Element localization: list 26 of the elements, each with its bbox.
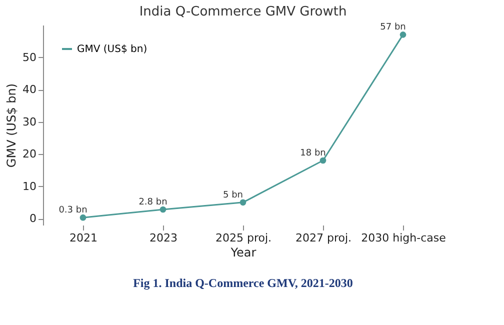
x-tick-label: 2025 proj.	[215, 232, 272, 244]
data-label: 57 bn	[380, 22, 406, 33]
chart-title: India Q-Commerce GMV Growth	[139, 4, 347, 20]
y-tick-label: 40	[22, 83, 36, 96]
data-label: 5 bn	[222, 190, 244, 200]
legend-label: GMV (US$ bn)	[77, 44, 148, 55]
point	[80, 214, 86, 221]
point	[400, 32, 406, 38]
y-tick-label: 50	[22, 50, 36, 64]
x-tick-label: 2027 proj.	[295, 232, 352, 244]
data-label: 0.3 bn	[58, 206, 88, 216]
x-tick-label: 2021	[70, 232, 98, 244]
point	[320, 157, 326, 164]
y-tick-label: 30	[22, 115, 36, 128]
y-tick-label: 10	[22, 180, 36, 193]
data-label: 2.8 bn	[138, 198, 168, 208]
x-tick-label: 2030 high-case	[361, 232, 446, 244]
data-label: 18 bn	[300, 148, 326, 158]
y-axis-title: GMV (US$ bn)	[4, 83, 19, 168]
point	[240, 199, 246, 206]
y-tick-label: 0	[30, 212, 36, 226]
x-tick-label: 2023	[150, 232, 178, 244]
point	[160, 206, 166, 213]
y-tick-label: 20	[22, 148, 36, 161]
caption: Fig 1. India Q-Commerce GMV, 2021-2030	[133, 276, 353, 290]
x-axis-title: Year	[230, 246, 256, 260]
